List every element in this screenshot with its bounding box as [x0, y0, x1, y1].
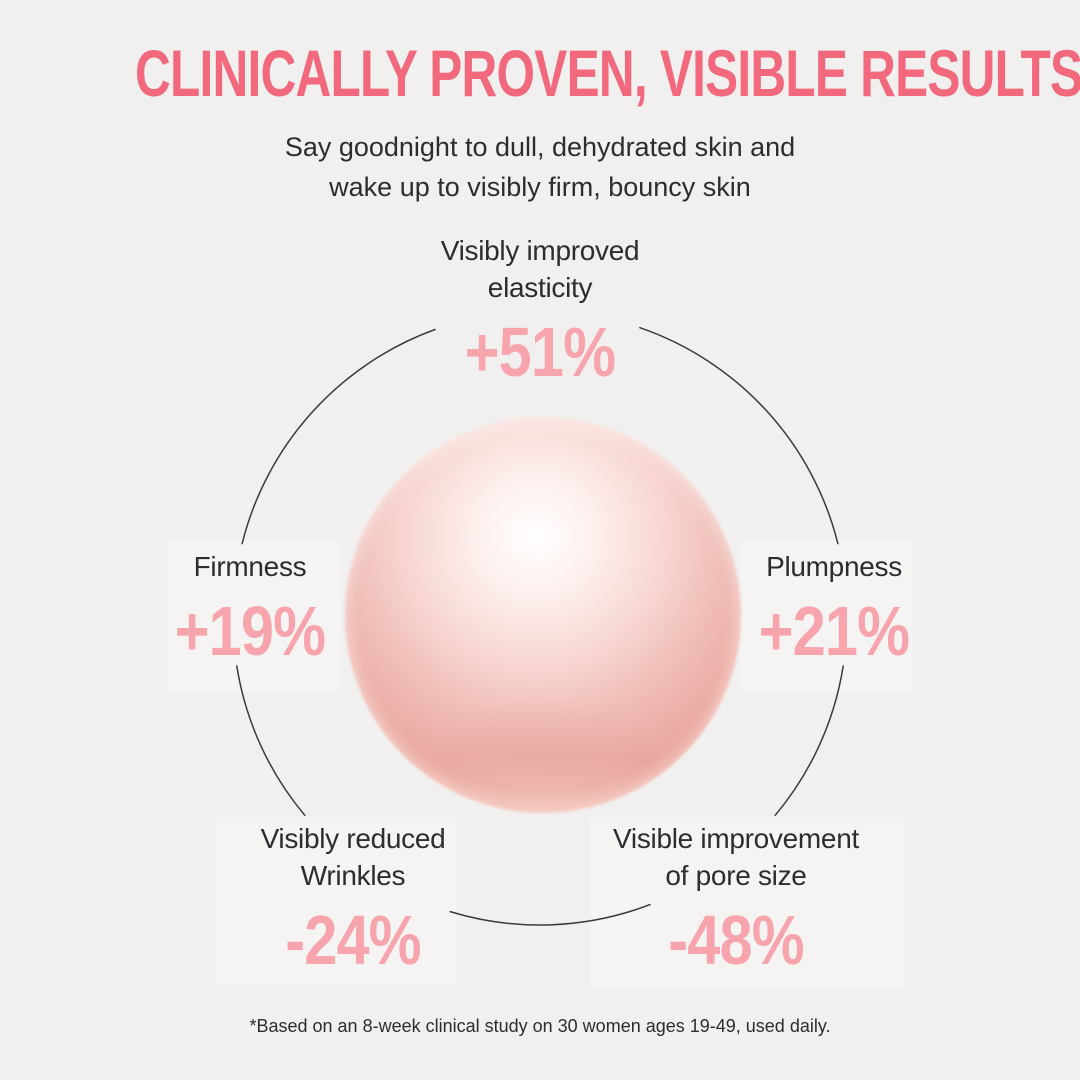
- stat-backdrop-pore-size: [590, 817, 905, 987]
- stat-pore-size: Visible improvement of pore size -48%: [613, 820, 859, 979]
- stat-label: Wrinkles: [300, 860, 406, 891]
- stat-plumpness: Plumpness +21%: [746, 548, 923, 670]
- stat-value: -48%: [668, 901, 804, 979]
- stat-value: +19%: [174, 592, 326, 670]
- stat-wrinkles: Visibly reduced Wrinkles -24%: [260, 820, 446, 979]
- stat-backdrop-wrinkles: [217, 817, 457, 985]
- stat-label: Firmness: [193, 551, 307, 582]
- footnote: *Based on an 8-week clinical study on 30…: [249, 1016, 831, 1036]
- stat-label: elasticity: [487, 272, 593, 303]
- pearl-sphere: [345, 417, 741, 813]
- stat-value: -24%: [285, 901, 421, 979]
- stat-backdrop-plumpness: [740, 540, 912, 692]
- stat-value: +51%: [464, 313, 616, 391]
- stat-label: Visibly improved: [440, 235, 640, 266]
- stat-label: Visible improvement: [613, 823, 859, 854]
- stat-firmness: Firmness +19%: [162, 548, 339, 670]
- subtitle: Say goodnight to dull, dehydrated skin a…: [0, 127, 1080, 207]
- subtitle-line-1: Say goodnight to dull, dehydrated skin a…: [284, 132, 796, 162]
- stat-label: of pore size: [665, 860, 807, 891]
- stat-elasticity: Visibly improved elasticity +51%: [440, 232, 640, 391]
- page-title: CLINICALLY PROVEN, VISIBLE RESULTS: [135, 36, 1080, 110]
- stat-value: +21%: [758, 592, 910, 670]
- stat-label: Plumpness: [766, 551, 902, 582]
- subtitle-line-2: wake up to visibly firm, bouncy skin: [329, 172, 751, 202]
- stat-backdrop-firmness: [168, 540, 340, 692]
- stat-label: Visibly reduced: [260, 823, 446, 854]
